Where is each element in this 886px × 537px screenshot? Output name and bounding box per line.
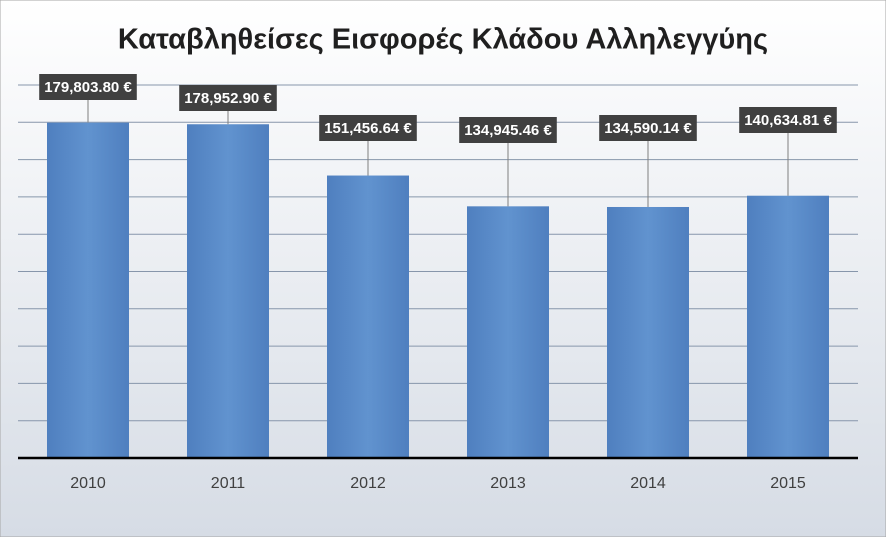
value-label-box — [599, 115, 697, 141]
value-label-box — [739, 107, 837, 133]
value-label: 179,803.80 € — [44, 79, 132, 96]
value-label: 134,590.14 € — [604, 120, 692, 137]
value-label: 140,634.81 € — [744, 112, 832, 129]
bar — [747, 195, 829, 459]
x-tick-label: 2012 — [350, 475, 386, 492]
x-tick-label: 2013 — [490, 475, 526, 492]
bar — [467, 206, 549, 458]
value-label-box — [39, 74, 137, 100]
bar — [327, 175, 409, 458]
x-tick-label: 2011 — [211, 475, 246, 492]
x-tick-label: 2010 — [70, 475, 106, 492]
value-label: 134,945.46 € — [464, 122, 552, 139]
bar — [607, 206, 689, 458]
value-label: 151,456.64 € — [324, 120, 412, 137]
x-tick-label: 2014 — [630, 475, 666, 492]
value-label: 178,952.90 € — [184, 90, 272, 107]
x-tick-label: 2015 — [770, 475, 806, 492]
value-label-box — [319, 115, 417, 141]
value-label-box — [179, 85, 277, 111]
chart-title: Καταβληθείσες Εισφορές Κλάδου Αλληλεγγύη… — [118, 24, 768, 56]
bar — [47, 122, 129, 458]
bar — [187, 124, 269, 458]
value-label-box — [459, 117, 557, 143]
